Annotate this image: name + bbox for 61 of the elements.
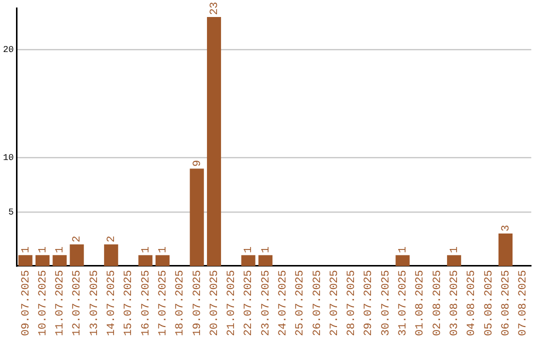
data-label: 1 — [398, 246, 410, 254]
x-tick-label: 26.07.2025 — [312, 270, 324, 336]
bar — [396, 255, 410, 266]
bar — [498, 234, 513, 266]
data-label: 1 — [37, 246, 50, 254]
x-tick-label: 23.07.2025 — [260, 270, 272, 336]
bar — [138, 255, 152, 266]
bar — [241, 255, 256, 266]
x-tick-label: 18.07.2025 — [174, 270, 187, 336]
x-tick-label: 27.07.2025 — [328, 270, 341, 336]
y-tick-label: 5 — [8, 207, 14, 218]
x-tick-label: 25.07.2025 — [294, 270, 307, 336]
data-label: 9 — [192, 160, 204, 167]
x-tick-label: 05.08.2025 — [483, 270, 496, 336]
x-tick-label: 20.07.2025 — [208, 270, 221, 336]
bar — [206, 17, 222, 266]
x-tick-label: 14.07.2025 — [106, 270, 118, 336]
x-tick-label: 24.07.2025 — [278, 270, 290, 336]
data-label: 23 — [208, 2, 221, 16]
x-tick-label: 15.07.2025 — [123, 270, 136, 336]
x-tick-label: 29.07.2025 — [363, 270, 376, 336]
x-tick-label: 09.07.2025 — [20, 270, 32, 336]
bar — [190, 168, 204, 266]
x-tick-label: 17.07.2025 — [157, 270, 170, 336]
x-tick-label: 02.08.2025 — [432, 270, 444, 336]
data-label: 1 — [54, 246, 67, 254]
bar — [35, 255, 50, 266]
data-label: 1 — [448, 246, 461, 254]
x-tick-label: 31.07.2025 — [398, 270, 410, 336]
x-tick-label: 28.07.2025 — [346, 270, 358, 336]
x-tick-label: 16.07.2025 — [140, 270, 152, 336]
bar — [156, 255, 170, 266]
x-tick-label: 04.08.2025 — [466, 270, 478, 336]
data-label: 3 — [500, 224, 512, 232]
data-label: 1 — [260, 246, 272, 254]
data-label: 2 — [72, 236, 84, 242]
x-tick-label: 22.07.2025 — [243, 270, 256, 336]
x-tick-label: 19.07.2025 — [192, 270, 204, 336]
bar — [18, 255, 32, 266]
bar — [70, 244, 84, 266]
x-tick-label: 01.08.2025 — [414, 270, 427, 336]
y-tick-label: 10 — [2, 153, 14, 164]
bar — [52, 255, 67, 266]
x-tick-label: 12.07.2025 — [72, 270, 84, 336]
data-label: 1 — [157, 246, 170, 254]
data-label: 2 — [106, 236, 118, 242]
x-tick-label: 21.07.2025 — [226, 270, 238, 336]
x-tick-label: 11.07.2025 — [54, 270, 67, 336]
bar — [447, 255, 462, 266]
data-label: 1 — [243, 246, 256, 254]
data-label: 1 — [20, 246, 32, 254]
bar — [258, 255, 272, 266]
x-tick-label: 06.08.2025 — [500, 270, 512, 336]
y-tick-label: 20 — [2, 44, 14, 55]
x-tick-label: 13.07.2025 — [88, 270, 101, 336]
data-label: 1 — [140, 246, 152, 254]
x-tick-label: 03.08.2025 — [448, 270, 461, 336]
x-tick-label: 07.08.2025 — [518, 270, 530, 336]
bar — [104, 244, 118, 266]
x-tick-label: 10.07.2025 — [37, 270, 50, 336]
x-tick-label: 30.07.2025 — [380, 270, 392, 336]
